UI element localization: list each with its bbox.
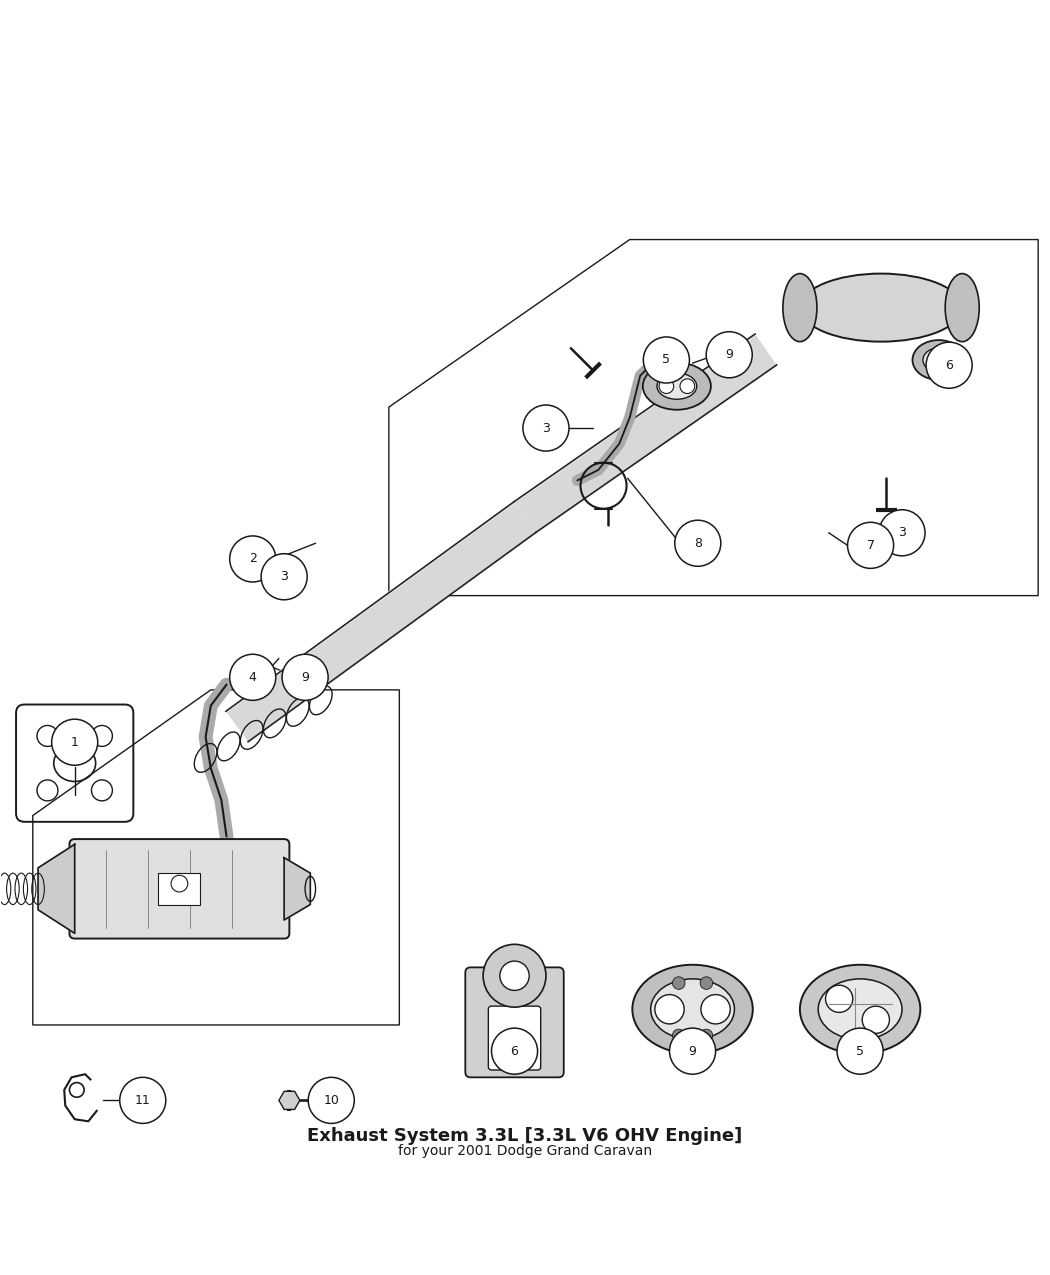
Circle shape	[120, 1077, 166, 1123]
Text: 10: 10	[323, 1094, 339, 1107]
Text: 2: 2	[249, 552, 256, 565]
Circle shape	[675, 520, 721, 566]
Circle shape	[644, 337, 690, 382]
Text: 8: 8	[694, 537, 701, 550]
Text: 11: 11	[134, 1094, 150, 1107]
Circle shape	[700, 977, 713, 989]
Circle shape	[523, 405, 569, 451]
Circle shape	[51, 719, 98, 765]
Circle shape	[825, 986, 853, 1012]
Text: 3: 3	[280, 570, 288, 583]
Circle shape	[282, 654, 328, 700]
Text: 9: 9	[726, 348, 733, 361]
Ellipse shape	[818, 979, 902, 1039]
Polygon shape	[38, 844, 75, 933]
FancyBboxPatch shape	[159, 873, 201, 904]
Ellipse shape	[643, 362, 711, 409]
Ellipse shape	[923, 348, 954, 372]
Circle shape	[309, 1077, 354, 1123]
Circle shape	[672, 1029, 685, 1042]
Text: for your 2001 Dodge Grand Caravan: for your 2001 Dodge Grand Caravan	[398, 1144, 652, 1158]
Circle shape	[230, 654, 276, 700]
Text: 1: 1	[70, 736, 79, 748]
Circle shape	[879, 510, 925, 556]
Polygon shape	[279, 1091, 300, 1109]
Text: 3: 3	[898, 527, 906, 539]
FancyBboxPatch shape	[465, 968, 564, 1077]
Circle shape	[837, 1028, 883, 1075]
Ellipse shape	[651, 979, 734, 1039]
Text: 4: 4	[249, 671, 256, 683]
Polygon shape	[226, 502, 537, 742]
Circle shape	[707, 332, 752, 377]
Text: 5: 5	[856, 1044, 864, 1058]
Circle shape	[701, 994, 730, 1024]
Circle shape	[655, 994, 685, 1024]
Circle shape	[491, 1028, 538, 1075]
Circle shape	[670, 1028, 716, 1075]
Text: 7: 7	[866, 539, 875, 552]
Circle shape	[847, 523, 894, 569]
Ellipse shape	[632, 965, 753, 1053]
Text: 5: 5	[663, 353, 670, 366]
Ellipse shape	[912, 340, 965, 380]
FancyBboxPatch shape	[69, 839, 290, 938]
Circle shape	[700, 1029, 713, 1042]
FancyBboxPatch shape	[488, 1006, 541, 1070]
Polygon shape	[514, 334, 777, 533]
Circle shape	[926, 342, 972, 389]
Circle shape	[672, 977, 685, 989]
Circle shape	[680, 379, 695, 394]
Circle shape	[500, 961, 529, 991]
Circle shape	[862, 1006, 889, 1033]
Ellipse shape	[800, 274, 962, 342]
Ellipse shape	[800, 965, 921, 1053]
Text: 9: 9	[301, 671, 309, 683]
Circle shape	[659, 379, 674, 394]
Circle shape	[230, 536, 276, 581]
Ellipse shape	[657, 374, 697, 399]
Polygon shape	[285, 858, 311, 921]
Text: 6: 6	[945, 358, 953, 372]
Circle shape	[261, 553, 308, 599]
Ellipse shape	[945, 274, 980, 342]
Text: 6: 6	[510, 1044, 519, 1058]
Text: 9: 9	[689, 1044, 696, 1058]
Ellipse shape	[783, 274, 817, 342]
Text: Exhaust System 3.3L [3.3L V6 OHV Engine]: Exhaust System 3.3L [3.3L V6 OHV Engine]	[308, 1127, 742, 1145]
Text: 3: 3	[542, 422, 550, 435]
Circle shape	[483, 945, 546, 1007]
